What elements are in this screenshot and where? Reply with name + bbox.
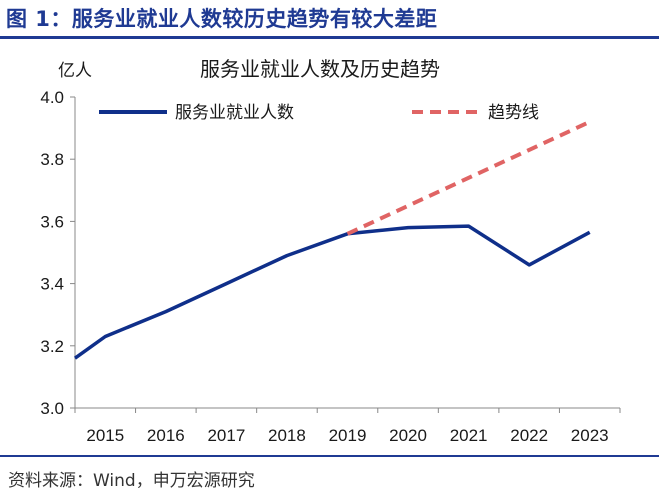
- source-note: 资料来源：Wind，申万宏源研究: [8, 471, 255, 491]
- y-tick-label: 3.8: [40, 150, 64, 169]
- legend-employment-label: 服务业就业人数: [175, 103, 294, 123]
- x-tick-label: 2022: [510, 426, 548, 445]
- x-tick-label: 2018: [268, 426, 306, 445]
- y-tick-label: 3.6: [40, 212, 64, 231]
- x-tick-label: 2021: [450, 426, 488, 445]
- y-tick-label: 4.0: [40, 88, 64, 107]
- title-rule: [0, 36, 659, 39]
- employment-line: [73, 224, 591, 360]
- legend-trend-label: 趋势线: [488, 103, 539, 123]
- y-axis-unit-label: 亿人: [58, 61, 92, 81]
- figure-title: 图 1：服务业就业人数较历史趋势有较大差距: [6, 7, 438, 31]
- x-tick-label: 2017: [207, 426, 245, 445]
- x-tick-label: 2015: [86, 426, 124, 445]
- y-tick-label: 3.2: [40, 337, 64, 356]
- x-tick-label: 2016: [147, 426, 185, 445]
- y-tick-label: 3.0: [40, 399, 64, 418]
- trend-line: [346, 120, 591, 236]
- y-tick-label: 3.4: [40, 275, 64, 294]
- bottom-rule: [0, 455, 659, 457]
- x-tick-label: 2020: [389, 426, 427, 445]
- chart-title: 服务业就业人数及历史趋势: [200, 57, 440, 81]
- x-tick-label: 2019: [329, 426, 367, 445]
- line-chart: 3.0 3.2 3.4 3.6 3.8 4.0 2015 2016 2017 2018 2019 20…: [40, 57, 621, 445]
- x-tick-label: 2023: [571, 426, 609, 445]
